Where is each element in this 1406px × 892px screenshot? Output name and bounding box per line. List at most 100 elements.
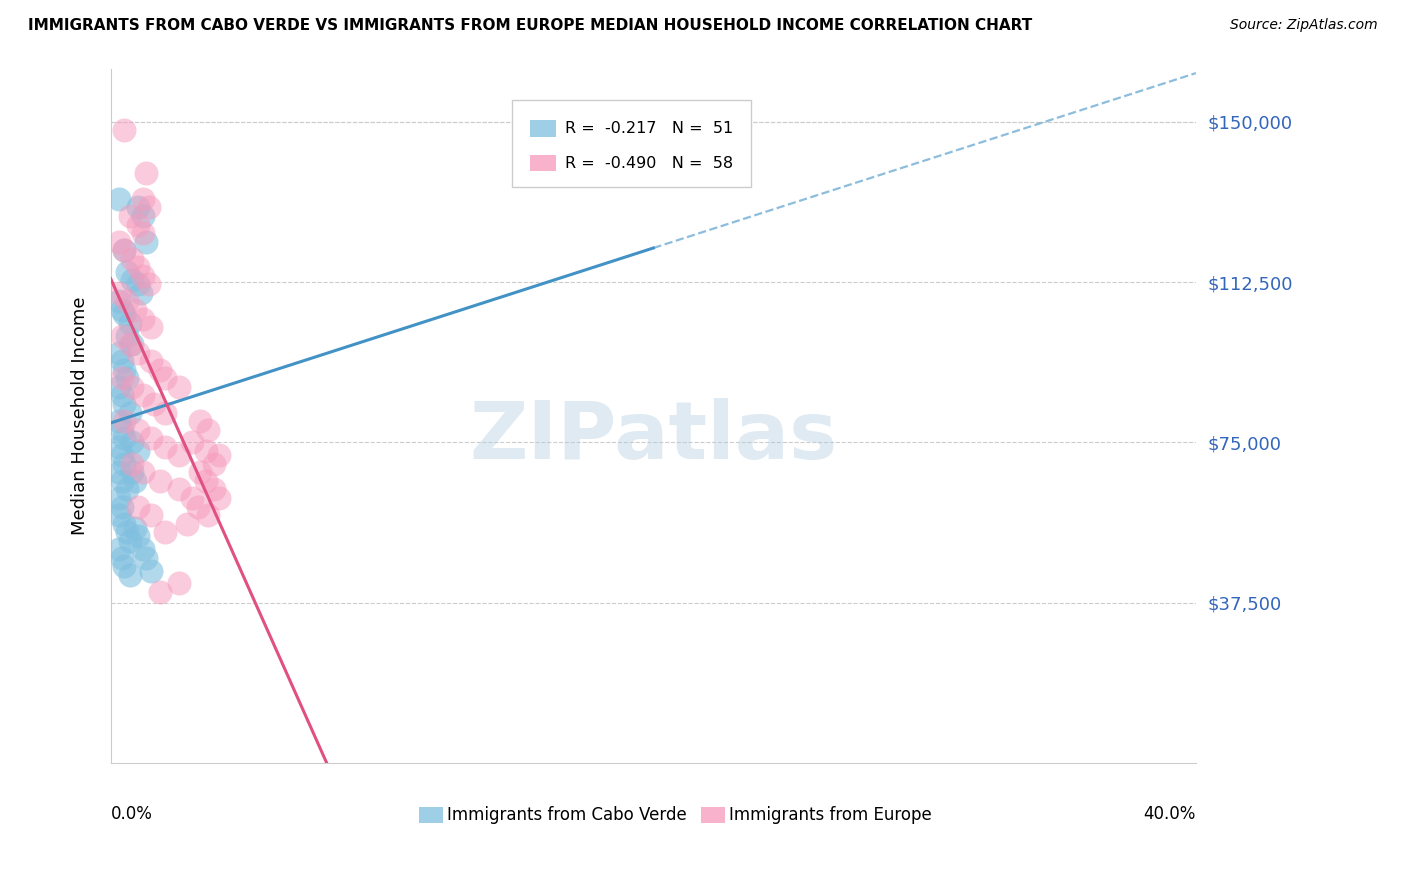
Point bbox=[121, 457, 143, 471]
Text: Immigrants from Europe: Immigrants from Europe bbox=[730, 806, 932, 824]
Point bbox=[127, 345, 149, 359]
Point bbox=[194, 444, 217, 458]
Point bbox=[124, 474, 146, 488]
Point bbox=[127, 260, 149, 275]
Point bbox=[176, 516, 198, 531]
Text: ZIPatlas: ZIPatlas bbox=[470, 398, 838, 475]
Point bbox=[111, 550, 134, 565]
Point bbox=[108, 491, 131, 505]
Point bbox=[141, 354, 163, 368]
Point bbox=[181, 491, 204, 505]
Point bbox=[138, 277, 160, 292]
Point bbox=[167, 576, 190, 591]
Point bbox=[135, 235, 157, 249]
Point bbox=[111, 474, 134, 488]
Point bbox=[108, 345, 131, 359]
Point bbox=[121, 337, 143, 351]
Point bbox=[108, 414, 131, 428]
Point bbox=[143, 397, 166, 411]
Point bbox=[115, 483, 138, 497]
Point bbox=[121, 435, 143, 450]
Point bbox=[181, 435, 204, 450]
Point bbox=[111, 423, 134, 437]
Point bbox=[112, 363, 135, 377]
Point bbox=[108, 294, 131, 309]
Point bbox=[132, 209, 155, 223]
Point bbox=[138, 201, 160, 215]
Point bbox=[188, 466, 211, 480]
Point bbox=[118, 533, 141, 548]
Point bbox=[127, 423, 149, 437]
Point bbox=[132, 226, 155, 240]
Text: Source: ZipAtlas.com: Source: ZipAtlas.com bbox=[1230, 18, 1378, 32]
Point bbox=[124, 521, 146, 535]
Point bbox=[149, 585, 172, 599]
Point bbox=[115, 328, 138, 343]
FancyBboxPatch shape bbox=[530, 120, 555, 137]
Point bbox=[202, 457, 225, 471]
Point bbox=[111, 371, 134, 385]
Point bbox=[112, 123, 135, 137]
Point bbox=[112, 243, 135, 257]
Point bbox=[202, 483, 225, 497]
Point bbox=[118, 405, 141, 419]
Point bbox=[197, 508, 219, 522]
Point bbox=[208, 448, 231, 462]
Point bbox=[112, 457, 135, 471]
Point bbox=[132, 192, 155, 206]
Point bbox=[115, 264, 138, 278]
FancyBboxPatch shape bbox=[702, 807, 725, 822]
Point bbox=[129, 285, 152, 300]
Point bbox=[111, 328, 134, 343]
Y-axis label: Median Household Income: Median Household Income bbox=[72, 296, 89, 535]
Point bbox=[111, 303, 134, 318]
Point bbox=[118, 568, 141, 582]
Text: Immigrants from Cabo Verde: Immigrants from Cabo Verde bbox=[447, 806, 688, 824]
Point bbox=[108, 542, 131, 557]
Point bbox=[121, 380, 143, 394]
Point bbox=[188, 414, 211, 428]
Point bbox=[112, 307, 135, 321]
Point bbox=[127, 500, 149, 514]
Point bbox=[141, 508, 163, 522]
Point bbox=[115, 525, 138, 540]
Point bbox=[111, 354, 134, 368]
Point bbox=[118, 337, 141, 351]
Point bbox=[141, 431, 163, 445]
Point bbox=[187, 500, 209, 514]
Point bbox=[127, 201, 149, 215]
Point bbox=[127, 277, 149, 292]
Point bbox=[108, 235, 131, 249]
Point bbox=[127, 218, 149, 232]
Point bbox=[112, 559, 135, 574]
Point bbox=[108, 440, 131, 454]
Point bbox=[153, 371, 176, 385]
Point bbox=[208, 491, 231, 505]
Point bbox=[112, 516, 135, 531]
Text: 0.0%: 0.0% bbox=[111, 805, 153, 822]
Point bbox=[141, 320, 163, 334]
Point bbox=[108, 285, 131, 300]
Point bbox=[118, 209, 141, 223]
Point bbox=[197, 423, 219, 437]
Point bbox=[108, 466, 131, 480]
Text: IMMIGRANTS FROM CABO VERDE VS IMMIGRANTS FROM EUROPE MEDIAN HOUSEHOLD INCOME COR: IMMIGRANTS FROM CABO VERDE VS IMMIGRANTS… bbox=[28, 18, 1032, 33]
Point bbox=[149, 363, 172, 377]
Point bbox=[153, 525, 176, 540]
Point bbox=[153, 440, 176, 454]
Point bbox=[167, 380, 190, 394]
Point bbox=[124, 303, 146, 318]
Point bbox=[141, 564, 163, 578]
FancyBboxPatch shape bbox=[530, 155, 555, 171]
Point bbox=[194, 474, 217, 488]
Point bbox=[121, 273, 143, 287]
Point bbox=[167, 448, 190, 462]
Point bbox=[118, 316, 141, 330]
Point bbox=[127, 444, 149, 458]
Point bbox=[112, 431, 135, 445]
Point bbox=[149, 474, 172, 488]
FancyBboxPatch shape bbox=[512, 100, 751, 186]
Text: R =  -0.217   N =  51: R = -0.217 N = 51 bbox=[565, 121, 734, 136]
Point bbox=[121, 252, 143, 266]
Point bbox=[153, 405, 176, 419]
